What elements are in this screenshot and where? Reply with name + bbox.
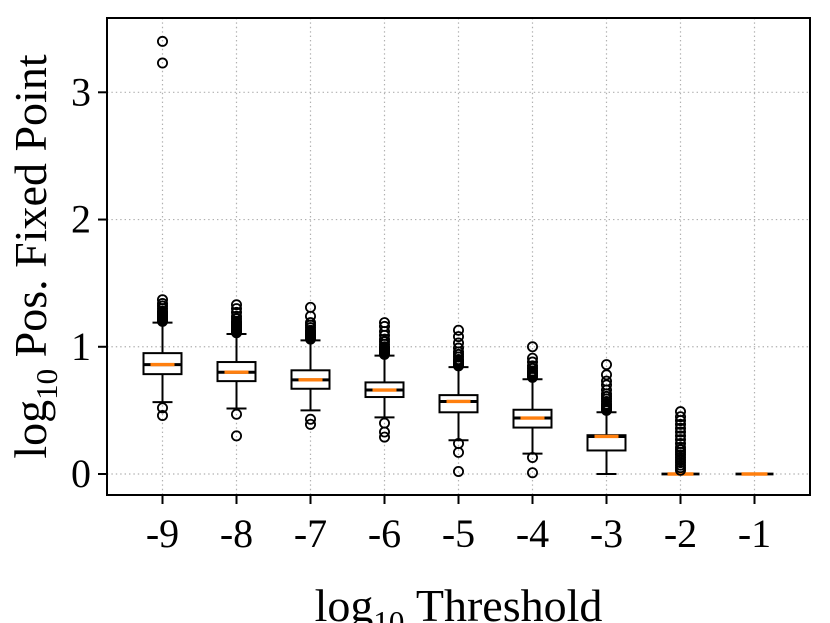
outlier-point [452,342,464,354]
outlier-point [675,430,687,442]
outlier-point [156,298,168,310]
outlier-point [601,375,613,387]
outlier-point [452,337,464,349]
outlier-point [527,360,539,372]
y-tick-label: 2 [71,197,91,242]
outlier-point [527,356,539,368]
y-tick-label: 1 [71,324,91,369]
outlier-point [304,418,316,430]
outlier-point [675,434,687,446]
outlier-point [527,451,539,463]
x-tick-label: -7 [294,511,327,556]
y-tick-label: 3 [71,69,91,114]
outlier-point [230,310,242,322]
outlier-point [527,467,539,479]
outlier-point [452,465,464,477]
outlier-point [378,431,390,443]
outlier-point [156,35,168,47]
x-tick-label: -2 [664,511,697,556]
y-tick-label: 0 [71,451,91,496]
outlier-point [230,299,242,311]
outlier-point [675,411,687,423]
box--5 [438,394,479,414]
outlier-point [675,441,687,453]
x-tick-label: -3 [590,511,623,556]
x-tick-label: -9 [146,511,179,556]
x-tick-label: -5 [442,511,475,556]
outlier-point [230,408,242,420]
x-axis-label: log10 Threshold [315,580,603,623]
outlier-point [304,317,316,329]
outlier-point [156,409,168,421]
x-tick-label: -1 [738,511,771,556]
outlier-point [601,359,613,371]
outlier-point [675,406,687,418]
outlier-point [527,352,539,364]
x-tick-label: -4 [516,511,549,556]
outlier-point [378,426,390,438]
outlier-point [601,379,613,391]
outlier-point [156,294,168,306]
outlier-point [230,430,242,442]
outlier-point [452,446,464,458]
outlier-point [452,331,464,343]
outlier-point [230,303,242,315]
outlier-point [675,422,687,434]
outlier-point [675,437,687,449]
x-tick-label: -6 [368,511,401,556]
outlier-point [675,418,687,430]
outlier-point [378,317,390,329]
outlier-point [527,341,539,353]
outlier-point [304,301,316,313]
outlier-point [156,57,168,69]
outlier-point [304,413,316,425]
outlier-point [230,306,242,318]
y-axis-label: log10 Pos. Fixed Point [5,54,64,458]
outlier-point [378,320,390,332]
outlier-point [675,426,687,438]
outlier-point [378,333,390,345]
outlier-point [156,402,168,414]
x-tick-label: -8 [220,511,253,556]
outlier-point [601,369,613,381]
outlier-point [452,324,464,336]
